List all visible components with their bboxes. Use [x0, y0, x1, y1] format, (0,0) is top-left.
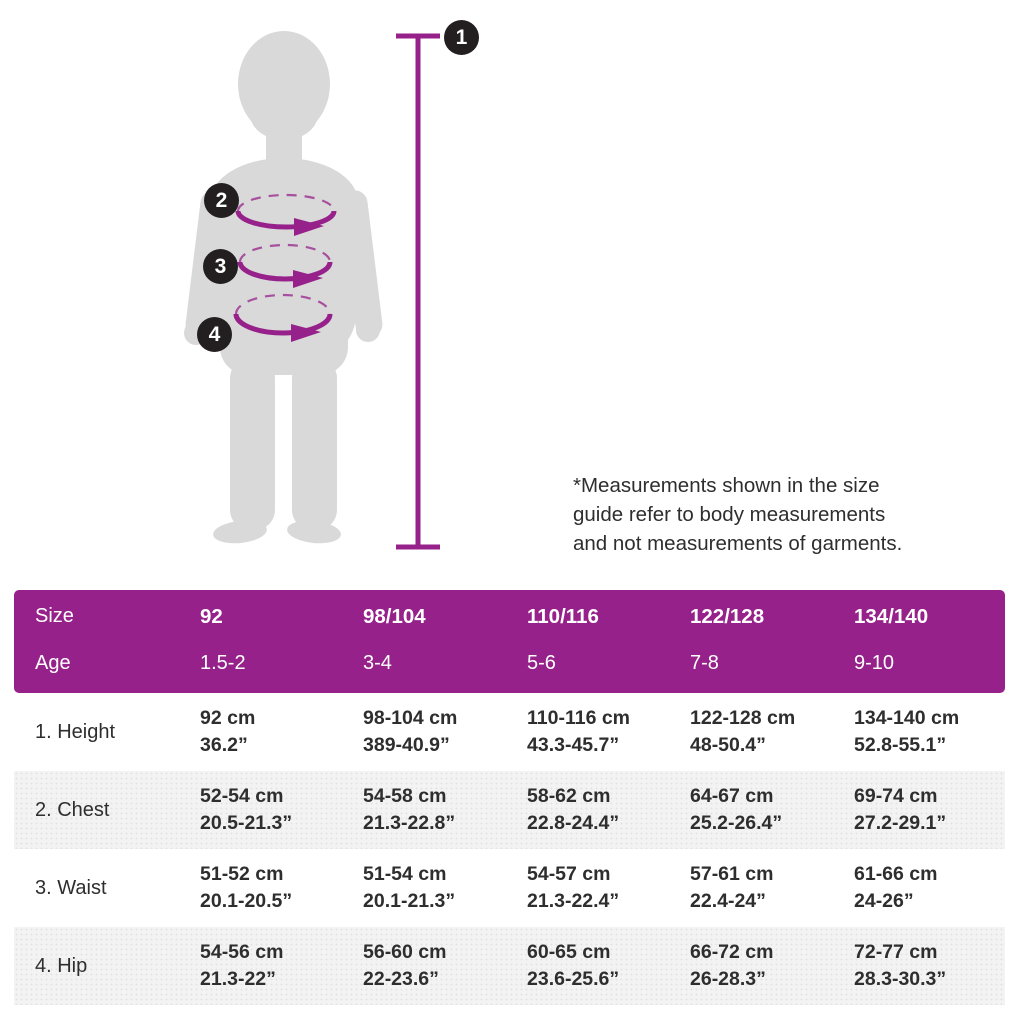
cell-cm-value: 92 cm: [200, 707, 256, 729]
table-cell: 134-140 cm 52.8-55.1”: [854, 705, 1005, 759]
marker-3-waist: 3: [203, 249, 238, 284]
size-col-1: 98/104: [363, 605, 426, 628]
table-cell: 98-104 cm 389-40.9”: [363, 705, 527, 759]
size-header-label: Size: [35, 605, 74, 627]
cell-inch-value: 52.8-55.1”: [854, 734, 947, 756]
cell-inch-value: 27.2-29.1”: [854, 812, 947, 834]
table-cell: 122-128 cm 48-50.4”: [690, 705, 854, 759]
table-cell: 54-56 cm 21.3-22”: [200, 939, 363, 993]
cell-cm-value: 52-54 cm: [200, 785, 284, 807]
cell-cm-value: 51-52 cm: [200, 863, 284, 885]
cell-inch-value: 43.3-45.7”: [527, 734, 620, 756]
table-cell: 64-67 cm 25.2-26.4”: [690, 783, 854, 837]
size-table: Size 92 98/104 110/116 122/128 134/140 A…: [14, 590, 1005, 1005]
cell-cm-value: 110-116 cm: [527, 707, 631, 729]
table-cell: 57-61 cm 22.4-24”: [690, 861, 854, 915]
cell-inch-value: 21.3-22”: [200, 968, 276, 990]
age-header-label: Age: [35, 652, 71, 674]
table-cell: 60-65 cm 23.6-25.6”: [527, 939, 690, 993]
note-line-3: and not measurements of garments.: [573, 532, 903, 555]
cell-cm-value: 64-67 cm: [690, 785, 774, 807]
cell-cm-value: 54-56 cm: [200, 941, 284, 963]
size-col-3: 122/128: [690, 605, 765, 628]
note-line-1: *Measurements shown in the size: [573, 474, 880, 497]
cell-inch-value: 48-50.4”: [690, 734, 766, 756]
age-col-3: 7-8: [690, 652, 719, 674]
cell-cm-value: 134-140 cm: [854, 707, 960, 729]
cell-inch-value: 20.5-21.3”: [200, 812, 293, 834]
table-row-hip: 4. Hip 54-56 cm 21.3-22” 56-60 cm 22-23.…: [14, 927, 1005, 1005]
cell-inch-value: 28.3-30.3”: [854, 968, 947, 990]
cell-inch-value: 22.4-24”: [690, 890, 766, 912]
cell-cm-value: 61-66 cm: [854, 863, 938, 885]
table-cell: 72-77 cm 28.3-30.3”: [854, 939, 1005, 993]
table-cell: 110-116 cm 43.3-45.7”: [527, 705, 690, 759]
cell-cm-value: 69-74 cm: [854, 785, 938, 807]
cell-cm-value: 51-54 cm: [363, 863, 447, 885]
cell-cm-value: 56-60 cm: [363, 941, 447, 963]
row-label-height: 1. Height: [35, 720, 116, 743]
size-col-0: 92: [200, 605, 223, 628]
marker-2-chest: 2: [204, 183, 239, 218]
cell-inch-value: 25.2-26.4”: [690, 812, 783, 834]
cell-inch-value: 21.3-22.8”: [363, 812, 456, 834]
row-label-chest: 2. Chest: [35, 798, 110, 821]
table-header: Size 92 98/104 110/116 122/128 134/140 A…: [14, 590, 1005, 693]
cell-inch-value: 20.1-20.5”: [200, 890, 293, 912]
table-cell: 51-54 cm 20.1-21.3”: [363, 861, 527, 915]
age-col-0: 1.5-2: [200, 652, 246, 674]
table-row-waist: 3. Waist 51-52 cm 20.1-20.5” 51-54 cm 20…: [14, 849, 1005, 927]
cell-cm-value: 72-77 cm: [854, 941, 938, 963]
note-line-2: guide refer to body measurements: [573, 503, 886, 526]
cell-inch-value: 21.3-22.4”: [527, 890, 620, 912]
cell-inch-value: 22-23.6”: [363, 968, 439, 990]
cell-cm-value: 60-65 cm: [527, 941, 611, 963]
child-silhouette: [184, 31, 383, 544]
hip-measure-ellipse: [233, 293, 333, 342]
cell-inch-value: 23.6-25.6”: [527, 968, 620, 990]
table-cell: 54-58 cm 21.3-22.8”: [363, 783, 527, 837]
cell-inch-value: 36.2”: [200, 734, 248, 756]
cell-inch-value: 20.1-21.3”: [363, 890, 456, 912]
row-label-waist: 3. Waist: [35, 876, 107, 899]
table-cell: 54-57 cm 21.3-22.4”: [527, 861, 690, 915]
cell-cm-value: 66-72 cm: [690, 941, 774, 963]
cell-cm-value: 122-128 cm: [690, 707, 796, 729]
table-cell: 52-54 cm 20.5-21.3”: [200, 783, 363, 837]
size-col-4: 134/140: [854, 605, 929, 628]
waist-measure-ellipse: [237, 243, 333, 288]
table-row-height: 1. Height 92 cm 36.2” 98-104 cm 389-40.9…: [14, 693, 1005, 771]
table-cell: 69-74 cm 27.2-29.1”: [854, 783, 1005, 837]
cell-cm-value: 57-61 cm: [690, 863, 774, 885]
cell-cm-value: 54-58 cm: [363, 785, 447, 807]
cell-cm-value: 98-104 cm: [363, 707, 458, 729]
height-measure-line: [396, 33, 440, 550]
table-cell: 61-66 cm 24-26”: [854, 861, 1005, 915]
measurements-note: *Measurements shown in the size guide re…: [573, 471, 953, 558]
marker-1-height: 1: [444, 20, 479, 55]
cell-inch-value: 22.8-24.4”: [527, 812, 620, 834]
cell-cm-value: 58-62 cm: [527, 785, 611, 807]
table-cell: 66-72 cm 26-28.3”: [690, 939, 854, 993]
size-col-2: 110/116: [527, 605, 599, 628]
cell-inch-value: 24-26”: [854, 890, 914, 912]
age-col-2: 5-6: [527, 652, 556, 674]
table-row-chest: 2. Chest 52-54 cm 20.5-21.3” 54-58 cm 21…: [14, 771, 1005, 849]
age-col-1: 3-4: [363, 652, 392, 674]
cell-inch-value: 26-28.3”: [690, 968, 766, 990]
table-cell: 58-62 cm 22.8-24.4”: [527, 783, 690, 837]
cell-inch-value: 389-40.9”: [363, 734, 450, 756]
table-cell: 51-52 cm 20.1-20.5”: [200, 861, 363, 915]
cell-cm-value: 54-57 cm: [527, 863, 611, 885]
chest-measure-ellipse: [235, 193, 337, 236]
table-cell: 56-60 cm 22-23.6”: [363, 939, 527, 993]
table-cell: 92 cm 36.2”: [200, 705, 363, 759]
age-col-4: 9-10: [854, 652, 895, 674]
row-label-hip: 4. Hip: [35, 954, 88, 977]
marker-4-hip: 4: [197, 317, 232, 352]
